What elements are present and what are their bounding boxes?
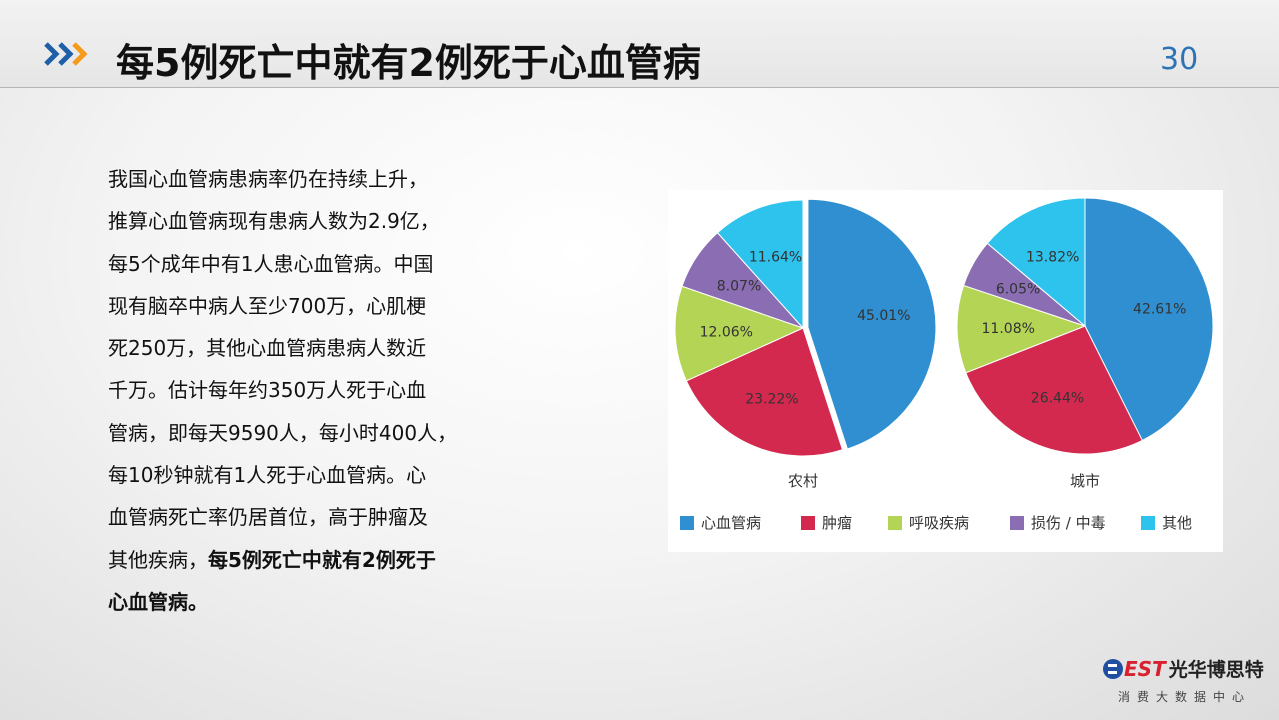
pie-data-label: 13.82% [1026, 249, 1079, 265]
page-number: 30 [1160, 42, 1199, 77]
logo-mark-icon [1103, 658, 1123, 679]
legend-item: 肿瘤 [801, 512, 852, 533]
legend-swatch [680, 515, 694, 530]
pie-slice [956, 284, 1087, 374]
text-line: 死250万，其他心血管病患病人数近 [108, 336, 427, 361]
text-line: 血管病死亡率仍居首位，高于肿瘤及 [108, 505, 428, 530]
legend-swatch [801, 515, 815, 530]
slide-header: 每5例死亡中就有2例死于心血管病 30 [0, 0, 1279, 88]
body-paragraph: 我国心血管病患病率仍在持续上升， 推算心血管病现有患病人数为2.9亿， 每5个成… [108, 158, 528, 623]
text-bold: 每5例死亡中就有2例死于 [208, 547, 436, 572]
text-line: 心血管病。 [108, 581, 528, 623]
chart-panel: 45.01% 23.22% 12.06% 8.07% 11.64% 42.61% 26.44… [668, 190, 1223, 552]
page-title: 每5例死亡中就有2例死于心血管病 [116, 41, 701, 85]
legend-label: 肿瘤 [822, 514, 853, 532]
pie-title-rural: 农村 [788, 472, 819, 490]
pie-data-label: 45.01% [857, 308, 910, 324]
text-line: 每10秒钟就有1人死于心血管病。心 [108, 463, 427, 488]
legend-item: 心血管病 [680, 512, 761, 533]
legend-item: 呼吸疾病 [888, 512, 969, 533]
pie-title-urban: 城市 [1070, 472, 1101, 490]
text-line: 管病，即每天9590人，每小时400人， [108, 420, 458, 445]
text-line: 我国心血管病患病率仍在持续上升， [108, 167, 428, 191]
text-line: 千万。估计每年约350万人死于心血 [108, 378, 427, 403]
text-line: 现有脑卒中病人至少700万，心肌梗 [108, 293, 427, 318]
legend-swatch [888, 515, 902, 530]
pie-slice [716, 199, 804, 330]
pie-data-label: 8.07% [717, 279, 761, 295]
text-line: 每5个成年中有1人患心血管病。中国 [108, 251, 434, 276]
pie-data-label: 42.61% [1133, 301, 1186, 317]
text-line: 推算心血管病现有患病人数为2.9亿， [108, 209, 440, 234]
legend-label: 心血管病 [701, 514, 762, 532]
text-line: 其他疾病，每5例死亡中就有2例死于 [108, 539, 528, 581]
legend-swatch [1010, 515, 1024, 530]
pie-data-label: 11.08% [982, 321, 1035, 337]
pie-charts: 45.01% 23.22% 12.06% 8.07% 11.64% 42.61% 26.44… [674, 197, 1214, 457]
chevrons-icon [44, 42, 88, 66]
legend-item: 损伤 / 中毒 [1010, 512, 1106, 533]
text-normal: 其他疾病， [108, 547, 208, 572]
legend-label: 损伤 / 中毒 [1031, 514, 1106, 532]
legend-item: 其他 [1141, 512, 1192, 533]
logo-subtitle: 消费大数据中心 [1118, 690, 1252, 704]
pie-slice [674, 285, 805, 382]
pie-slice [685, 327, 844, 457]
pie-data-label: 6.05% [996, 281, 1040, 297]
pie-slice [965, 325, 1143, 455]
legend-label: 呼吸疾病 [909, 514, 970, 532]
legend-swatch [1141, 515, 1155, 530]
text-bold: 心血管病。 [108, 589, 208, 614]
pie-data-label: 12.06% [700, 325, 753, 341]
legend-label: 其他 [1162, 514, 1193, 532]
pie-data-label: 26.44% [1031, 391, 1084, 407]
pie-data-label: 23.22% [745, 391, 798, 407]
logo-name: 光华博思特 [1168, 659, 1264, 681]
pie-slice [807, 198, 937, 450]
company-logo: EST 光华博思特 消费大数据中心 [1102, 655, 1264, 705]
pie-slice [1084, 197, 1214, 442]
logo-text: EST [1124, 656, 1166, 681]
pie-data-label: 11.64% [749, 249, 802, 265]
pie-slice [986, 197, 1086, 328]
